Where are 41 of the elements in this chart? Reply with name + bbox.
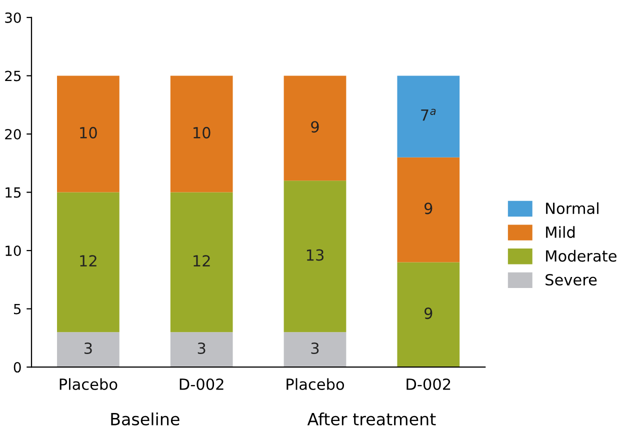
bar xyxy=(397,76,460,158)
data-label: 3 xyxy=(311,342,319,354)
text: Baseline xyxy=(111,412,180,426)
y-tick-label: 25 xyxy=(5,70,21,82)
legend-label: Moderate xyxy=(546,250,616,262)
y-tick-label: 15 xyxy=(6,187,21,198)
x-tick-label: D-002 xyxy=(180,378,224,390)
legend-label: Mild xyxy=(546,226,575,238)
legend-label: Normal xyxy=(546,202,598,214)
y-tick-label: 5 xyxy=(14,304,21,314)
data-label: 9 xyxy=(424,308,432,320)
bar xyxy=(284,332,346,368)
bar xyxy=(284,180,346,332)
bar xyxy=(397,157,460,262)
legend-label: Severe xyxy=(546,274,597,286)
data-label: 3 xyxy=(198,342,206,354)
text: After treatment xyxy=(307,412,436,426)
y-tick-label: 10 xyxy=(6,246,21,256)
x-tick-label: Placebo xyxy=(286,378,344,390)
data-label: 3 xyxy=(84,342,92,354)
data-label: 9 xyxy=(311,121,319,133)
data-label: 9 xyxy=(424,202,432,214)
y-tick-label: 20 xyxy=(5,128,21,140)
data-label: 10 xyxy=(80,126,97,138)
bar xyxy=(170,76,233,192)
bar xyxy=(57,76,120,192)
bar xyxy=(170,192,233,332)
y-tick-label: 0 xyxy=(14,362,21,373)
data-label: 10 xyxy=(194,126,210,138)
data-label: 13 xyxy=(306,249,324,261)
bar xyxy=(284,76,346,181)
bar xyxy=(57,332,120,368)
data-label: 12 xyxy=(80,255,96,266)
x-tick-label: Placebo xyxy=(60,378,118,390)
data-label: 12 xyxy=(194,255,210,266)
x-tick-label: D-002 xyxy=(406,378,450,390)
y-tick-label: 30 xyxy=(5,12,21,23)
bar xyxy=(170,332,233,368)
bar xyxy=(397,262,460,368)
data-label: 7$^{a}$ xyxy=(421,108,436,121)
bar xyxy=(57,192,120,332)
